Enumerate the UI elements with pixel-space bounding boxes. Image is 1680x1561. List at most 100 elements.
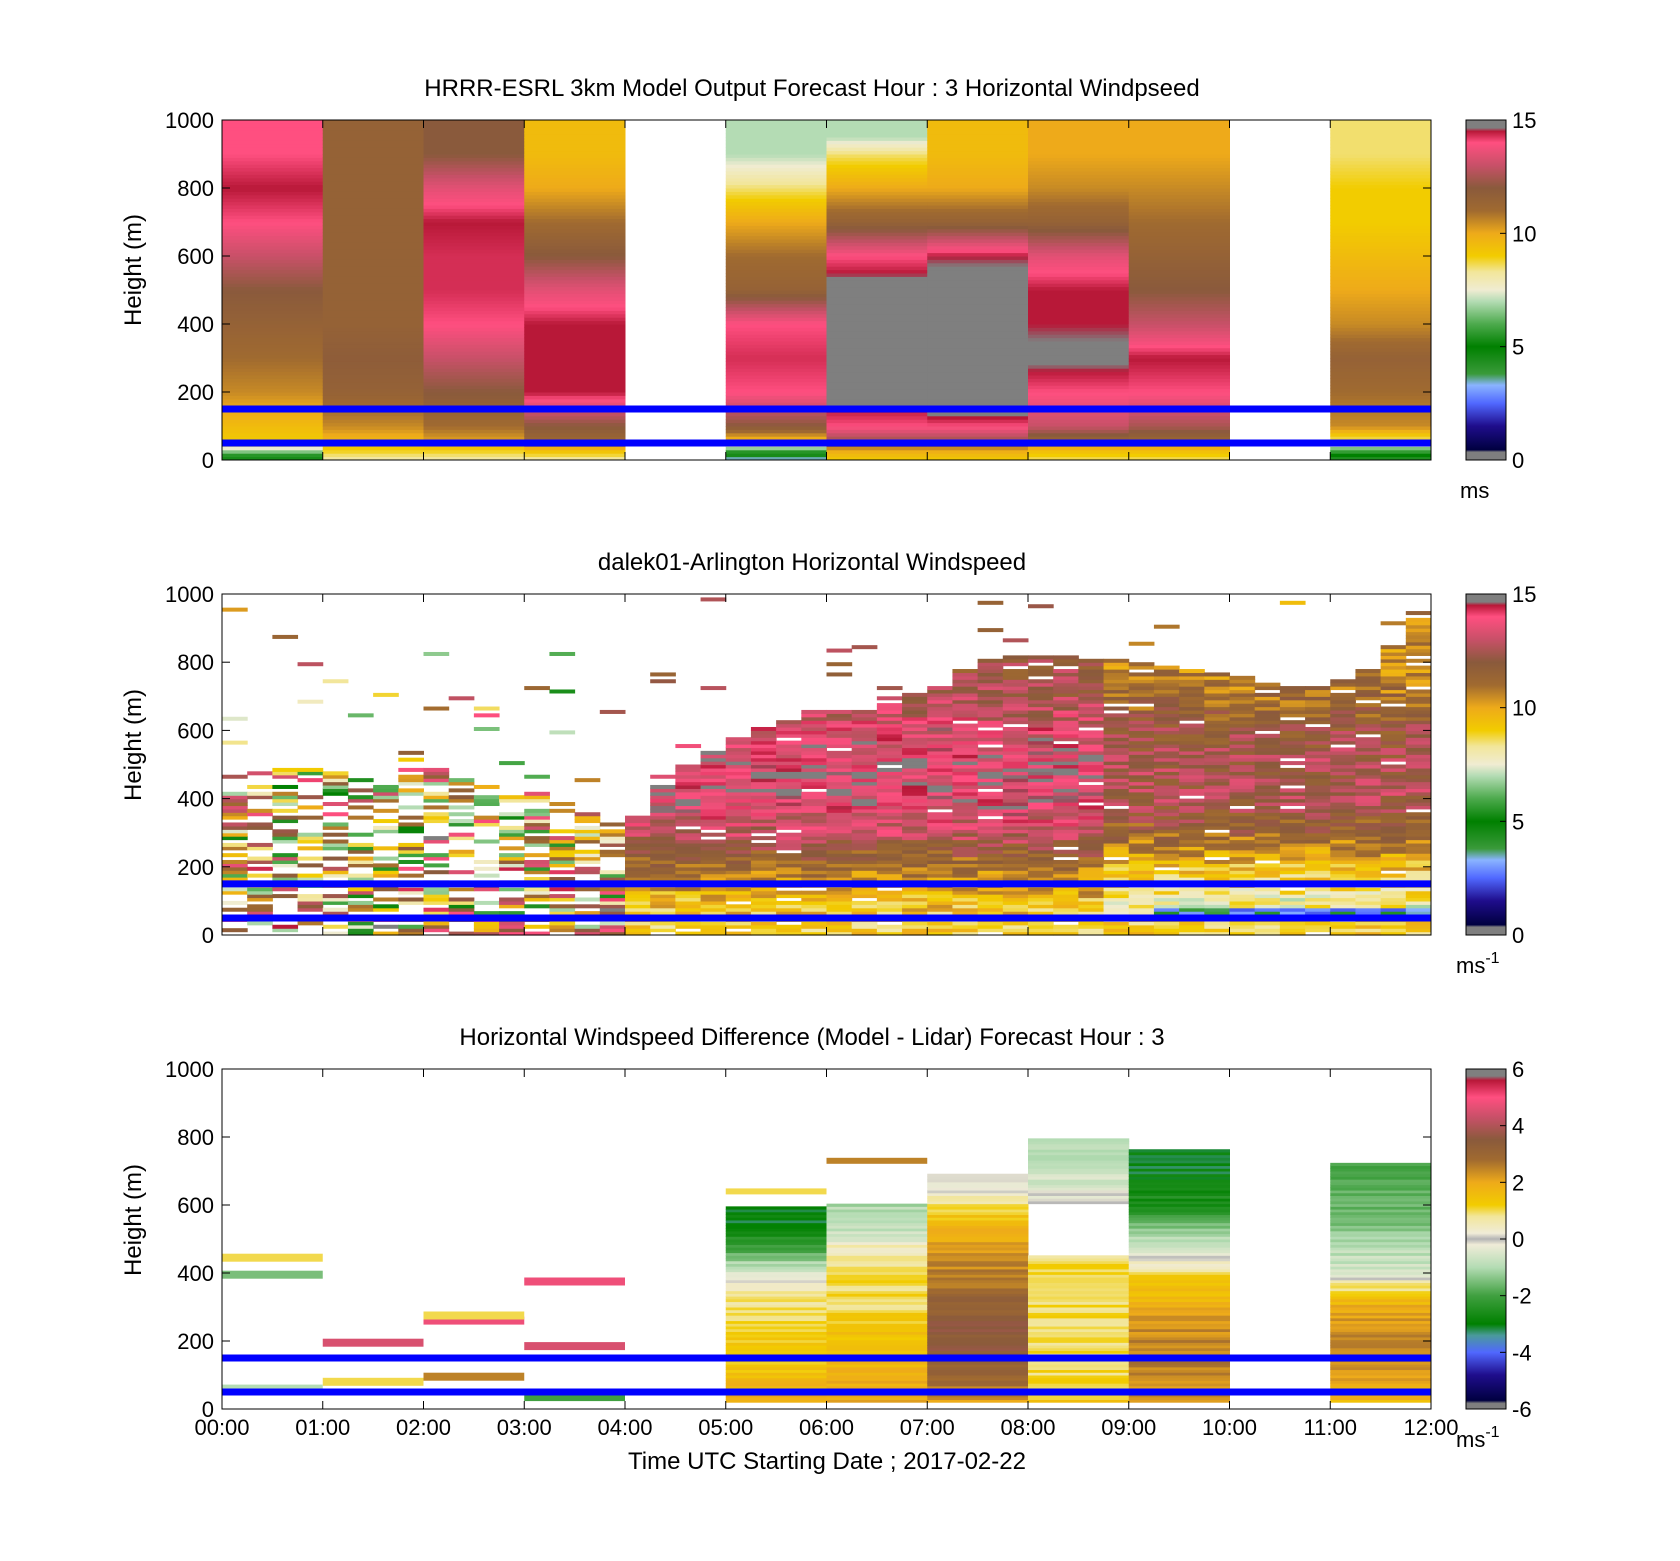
lidar-cell [1179, 669, 1205, 674]
difference-cell [1028, 1315, 1130, 1319]
lidar-cell [1405, 904, 1432, 909]
lidar-cell [1128, 662, 1155, 667]
model-cell [524, 354, 626, 359]
difference-cell [1128, 1233, 1230, 1237]
lidar-cell [1229, 774, 1256, 779]
model-cell [423, 290, 525, 294]
difference-cell [927, 1219, 1029, 1224]
lidar-cell [1305, 726, 1331, 731]
lidar-cell [1078, 911, 1105, 916]
model-cell [322, 218, 424, 223]
model-cell [1128, 276, 1230, 281]
lidar-cell [750, 744, 777, 749]
lidar-cell [322, 788, 349, 793]
lidar-cell [851, 887, 878, 892]
model-cell [1028, 426, 1130, 430]
lidar-cell [499, 832, 525, 837]
difference-cell [1128, 1258, 1230, 1262]
lidar-cell [1002, 771, 1029, 776]
model-cell [725, 286, 827, 291]
lidar-cell [1002, 819, 1029, 824]
model-cell [222, 385, 324, 390]
lidar-cell [1405, 853, 1432, 858]
lidar-cell [977, 791, 1004, 796]
lidar-cell [902, 723, 928, 728]
lidar-cell [750, 890, 777, 895]
lidar-cell [448, 870, 475, 875]
model-cell [1028, 344, 1130, 349]
lidar-cell [1355, 822, 1382, 827]
lidar-cell [700, 798, 727, 803]
lidar-cell [1053, 829, 1079, 834]
difference-cell [927, 1383, 1029, 1387]
lidar-cell [952, 849, 979, 854]
lidar-cell [1405, 802, 1432, 807]
lidar-cell [1002, 778, 1029, 783]
lidar-cell [1405, 825, 1432, 830]
lidar-cell [1380, 897, 1407, 902]
model-cell [1028, 330, 1130, 335]
model-cell [1330, 137, 1432, 141]
lidar-cell [1254, 822, 1281, 827]
model-cell [725, 154, 827, 158]
lidar-cell [1153, 784, 1180, 789]
difference-cell [826, 1255, 928, 1259]
lidar-cell [1103, 812, 1130, 817]
lidar-cell [574, 856, 601, 861]
lidar-cell [1405, 720, 1432, 725]
lidar-cell [524, 829, 550, 834]
lidar-cell [801, 791, 827, 796]
lidar-cell [1002, 836, 1029, 841]
lidar-cell [1002, 754, 1029, 759]
lidar-cell [1355, 767, 1382, 772]
lidar-cell [675, 836, 702, 841]
difference-cell [1128, 1217, 1230, 1221]
lidar-cell [247, 911, 273, 916]
lidar-cell [1128, 921, 1155, 926]
lidar-cell [549, 928, 576, 933]
model-cell [222, 201, 324, 206]
lidar-cell [524, 924, 550, 929]
difference-cell [725, 1249, 827, 1254]
y-axis-label: Height (m) [120, 689, 147, 801]
model-cell [927, 375, 1029, 379]
lidar-cell [1002, 737, 1029, 742]
lidar-cell [1002, 873, 1029, 878]
lidar-cell [1179, 754, 1205, 759]
lidar-cell [1330, 692, 1356, 697]
model-cell [222, 262, 324, 267]
model-cell [524, 177, 626, 182]
lidar-cell [851, 921, 878, 926]
lidar-cell [927, 740, 953, 745]
model-cell [222, 205, 324, 209]
difference-cell [1028, 1312, 1130, 1316]
difference-cell [1128, 1372, 1230, 1376]
model-cell [322, 222, 424, 226]
lidar-cell [347, 890, 374, 895]
lidar-cell [373, 863, 399, 868]
model-cell [826, 307, 928, 311]
lidar-cell [1380, 621, 1407, 626]
lidar-cell [1028, 761, 1054, 766]
lidar-cell [1330, 853, 1356, 858]
lidar-cell [1028, 689, 1054, 694]
difference-cell [1128, 1247, 1230, 1251]
lidar-cell [549, 863, 576, 868]
lidar-cell [1078, 900, 1105, 905]
model-cell [423, 347, 525, 352]
difference-cell [826, 1247, 928, 1251]
lidar-cell [902, 733, 928, 738]
lidar-cell [750, 726, 777, 731]
lidar-cell [1028, 754, 1054, 759]
lidar-cell [902, 887, 928, 892]
lidar-cell [650, 788, 676, 793]
lidar-cell [801, 900, 827, 905]
lidar-cell [398, 924, 424, 929]
lidar-cell [1053, 897, 1079, 902]
lidar-cell [927, 900, 953, 905]
lidar-cell [524, 774, 550, 779]
difference-streak [322, 1377, 424, 1386]
model-cell [826, 392, 928, 396]
lidar-cell [650, 825, 676, 830]
lidar-cell [1179, 761, 1205, 766]
